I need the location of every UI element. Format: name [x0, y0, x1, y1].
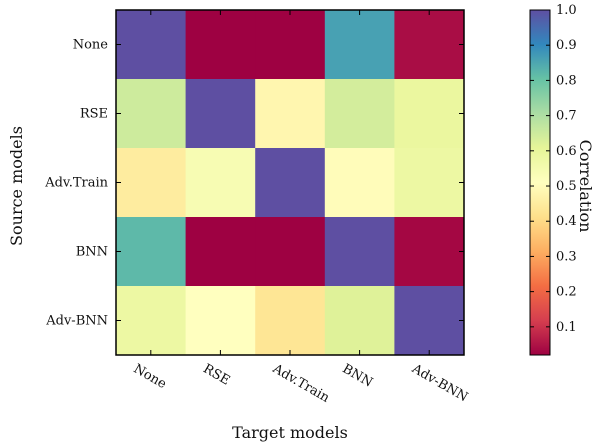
y-tick-label: Adv.Train: [44, 176, 108, 191]
x-tick-label: RSE: [200, 361, 232, 388]
heatmap-cell: [394, 79, 465, 149]
colorbar-tick-label: 1.0: [556, 3, 577, 18]
heatmap-cell: [185, 217, 256, 287]
x-tick-label: None: [131, 361, 169, 392]
colorbar-scale: [529, 9, 551, 356]
heatmap-cell: [185, 286, 256, 356]
heatmap-cell: [116, 10, 187, 80]
y-axis-title: Source models: [7, 126, 26, 246]
colorbar-tick-label: 0.5: [556, 179, 577, 194]
heatmap-cells: [116, 10, 465, 356]
x-tick-label: Adv.Train: [269, 361, 332, 406]
heatmap-cell: [116, 217, 187, 287]
heatmap-cell: [324, 286, 395, 356]
colorbar-tick-label: 0.2: [556, 285, 577, 300]
y-tick-label: RSE: [80, 107, 108, 122]
colorbar-tick-label: 0.3: [556, 249, 577, 264]
heatmap-cell: [394, 10, 465, 80]
heatmap-cell: [116, 79, 187, 149]
x-axis-title: Target models: [232, 423, 348, 442]
colorbar-tick-label: 0.9: [556, 38, 577, 53]
heatmap-cell: [394, 148, 465, 218]
x-tick-label: Adv-BNN: [408, 361, 470, 405]
heatmap-cell: [185, 148, 256, 218]
heatmap-cell: [324, 148, 395, 218]
heatmap-cell: [324, 79, 395, 149]
colorbar-tick-label: 0.8: [556, 73, 577, 88]
heatmap-cell: [324, 10, 395, 80]
colorbar-tick-label: 0.1: [556, 320, 577, 335]
colorbar-title: Correlation: [576, 140, 595, 233]
colorbar-tick-label: 0.6: [556, 144, 577, 159]
colorbar-tick-label: 0.4: [556, 214, 577, 229]
heatmap-cell: [255, 148, 326, 218]
heatmap-cell: [116, 148, 187, 218]
heatmap-cell: [185, 79, 256, 149]
y-tick-label: Adv-BNN: [45, 314, 108, 329]
heatmap-cell: [324, 217, 395, 287]
heatmap-cell: [255, 10, 326, 80]
colorbar: 0.1 0.2 0.3 0.4 0.5 0.6 0.7 0.8 0.9 1.0: [529, 3, 577, 356]
heatmap-cell: [116, 286, 187, 356]
heatmap-cell: [185, 10, 256, 80]
heatmap-cell: [394, 217, 465, 287]
heatmap-cell: [255, 217, 326, 287]
heatmap-cell: [255, 286, 326, 356]
y-tick-label: BNN: [76, 245, 108, 260]
y-tick-label: None: [73, 38, 109, 53]
heatmap-cell: [255, 79, 326, 149]
heatmap-cell: [394, 286, 465, 356]
x-tick-label: BNN: [340, 361, 375, 390]
colorbar-tick-label: 0.7: [556, 109, 577, 124]
